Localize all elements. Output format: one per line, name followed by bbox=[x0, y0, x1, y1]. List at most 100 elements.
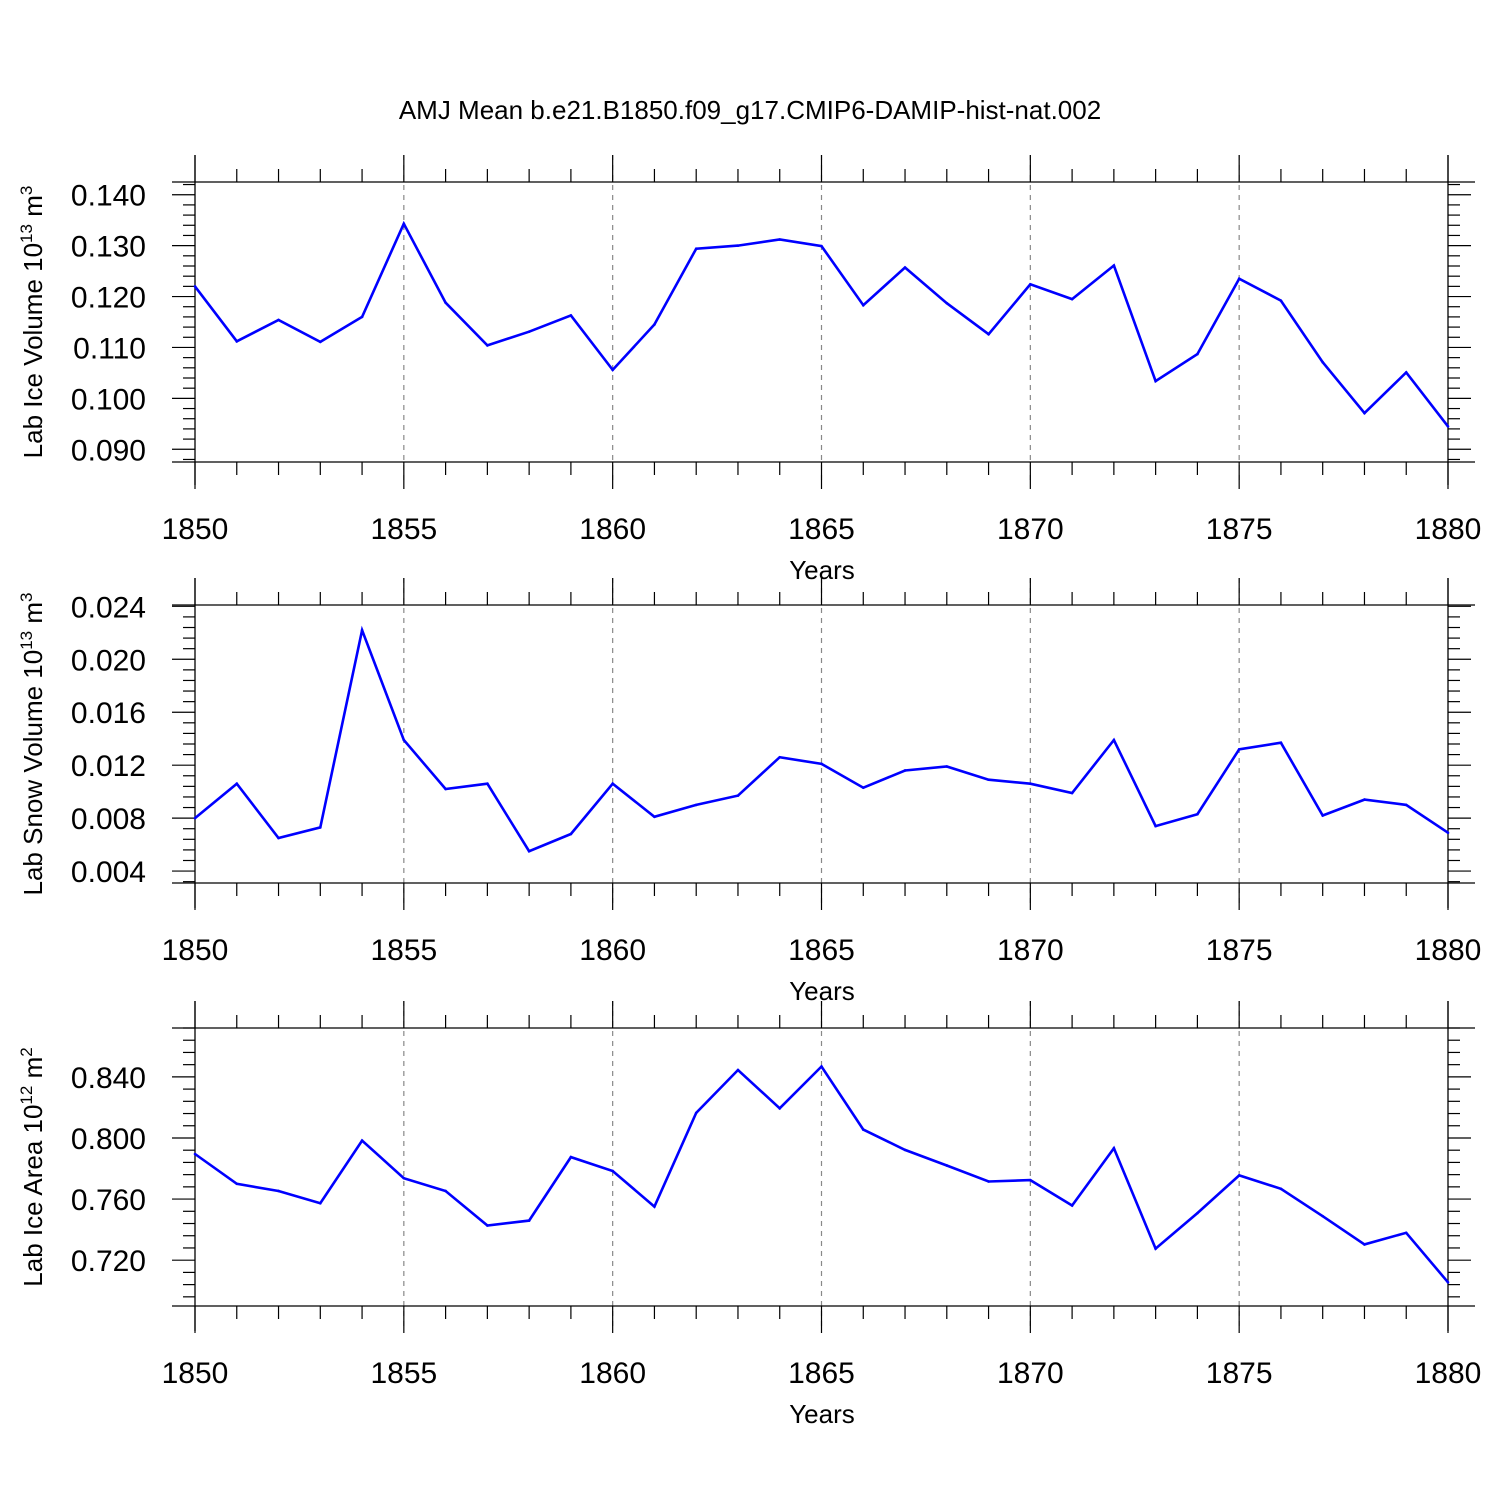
data-point bbox=[235, 782, 239, 786]
data-point bbox=[1112, 1146, 1116, 1150]
data-point bbox=[1196, 1211, 1199, 1215]
data-point bbox=[1279, 741, 1283, 744]
y-tick-label: 0.100 bbox=[71, 383, 146, 416]
data-point bbox=[1070, 791, 1074, 795]
data-point bbox=[653, 815, 656, 819]
x-tick-label: 1850 bbox=[162, 513, 229, 546]
x-tick-label: 1855 bbox=[370, 1357, 437, 1390]
x-tick-label: 1880 bbox=[1415, 934, 1482, 967]
data-point bbox=[736, 1068, 740, 1072]
data-point bbox=[1029, 1178, 1032, 1182]
y-tick-label: 0.020 bbox=[71, 644, 146, 677]
data-point bbox=[1237, 747, 1241, 751]
data-point bbox=[1404, 803, 1408, 807]
data-point bbox=[694, 1111, 698, 1115]
data-point bbox=[486, 782, 489, 786]
data-point bbox=[527, 849, 531, 853]
y-tick-label: 0.840 bbox=[71, 1062, 146, 1095]
y-tick-label: 0.012 bbox=[71, 750, 146, 783]
data-point bbox=[1196, 812, 1199, 816]
data-point bbox=[903, 266, 907, 269]
data-point bbox=[444, 301, 447, 304]
data-point bbox=[1237, 1174, 1241, 1177]
data-point bbox=[820, 1065, 823, 1068]
y-tick-label: 0.140 bbox=[71, 180, 146, 213]
data-point bbox=[987, 1180, 990, 1183]
data-point bbox=[736, 244, 740, 247]
data-point bbox=[1029, 283, 1032, 286]
x-tick-label: 1870 bbox=[997, 934, 1064, 967]
data-point bbox=[1154, 379, 1157, 383]
data-point bbox=[611, 368, 614, 372]
x-tick-label: 1865 bbox=[788, 934, 855, 967]
data-point bbox=[778, 238, 782, 241]
data-point bbox=[193, 285, 197, 288]
data-point bbox=[1237, 277, 1241, 281]
data-point bbox=[402, 738, 406, 742]
y-axis-label-unit: m bbox=[18, 195, 48, 224]
data-point bbox=[945, 301, 949, 305]
y-axis-label-prefix: Lab Ice Volume 10 bbox=[18, 243, 48, 458]
data-point bbox=[1363, 411, 1366, 415]
data-point bbox=[694, 803, 698, 807]
y-axis-label: Lab Ice Volume 1013 m3 bbox=[17, 186, 48, 459]
data-point bbox=[861, 786, 865, 789]
data-point bbox=[1070, 297, 1074, 301]
y-tick-label: 0.120 bbox=[71, 282, 146, 315]
data-point bbox=[1363, 798, 1366, 801]
data-point bbox=[945, 765, 949, 768]
data-point bbox=[778, 755, 782, 759]
data-point bbox=[653, 1205, 656, 1208]
y-axis-label-exponent: 12 bbox=[17, 1086, 36, 1105]
data-point bbox=[736, 794, 740, 797]
snow-volume-panel: 0.004 0.008 0.012 0.016 0.020 0.024 1850 1855 18… bbox=[17, 578, 1481, 1006]
data-point bbox=[527, 330, 531, 333]
x-tick-label: 1875 bbox=[1206, 934, 1273, 967]
data-point bbox=[193, 816, 197, 820]
data-point bbox=[1404, 1231, 1408, 1235]
y-axis-label: Lab Snow Volume 1013 m3 bbox=[17, 592, 48, 895]
y-tick-label: 0.130 bbox=[71, 231, 146, 264]
y-axis-label-exponent: 13 bbox=[17, 224, 36, 243]
chart-title: AMJ Mean b.e21.B1850.f09_g17.CMIP6-DAMIP… bbox=[399, 95, 1101, 125]
x-tick-label: 1860 bbox=[579, 513, 646, 546]
data-point bbox=[778, 1107, 782, 1110]
x-axis-label: Years bbox=[789, 1399, 855, 1429]
data-point bbox=[1279, 299, 1283, 302]
y-axis-label-exponent: 13 bbox=[17, 631, 36, 650]
data-point bbox=[402, 222, 406, 226]
data-point bbox=[360, 1139, 364, 1142]
x-tick-label: 1860 bbox=[579, 1357, 646, 1390]
ice-area-panel: 0.720 0.760 0.800 0.840 1850 1855 1860 1865 1870… bbox=[17, 1001, 1481, 1429]
data-point bbox=[319, 340, 322, 344]
x-tick-label: 1875 bbox=[1206, 513, 1273, 546]
y-axis-label-unit: m bbox=[18, 1057, 48, 1086]
data-point bbox=[360, 628, 364, 632]
data-point bbox=[1154, 824, 1157, 828]
data-point bbox=[235, 340, 239, 343]
data-point bbox=[1279, 1187, 1283, 1191]
x-tick-label: 1850 bbox=[162, 1357, 229, 1390]
data-point bbox=[569, 832, 573, 836]
data-point bbox=[277, 1189, 280, 1193]
data-point bbox=[277, 836, 280, 840]
y-tick-label: 0.760 bbox=[71, 1184, 146, 1217]
data-point bbox=[1404, 371, 1408, 374]
data-point bbox=[569, 1155, 573, 1159]
x-tick-label: 1850 bbox=[162, 934, 229, 967]
x-tick-label: 1875 bbox=[1206, 1357, 1273, 1390]
x-tick-label: 1855 bbox=[370, 513, 437, 546]
data-point bbox=[945, 1164, 949, 1167]
data-point bbox=[486, 1224, 489, 1227]
y-axis-label-unit: m bbox=[18, 602, 48, 631]
y-tick-label: 0.004 bbox=[71, 856, 146, 889]
x-tick-label: 1855 bbox=[370, 934, 437, 967]
data-point bbox=[861, 303, 865, 307]
data-point bbox=[193, 1152, 197, 1156]
data-point bbox=[1112, 738, 1116, 742]
x-tick-label: 1870 bbox=[997, 1357, 1064, 1390]
y-axis-label-unit-exponent: 3 bbox=[17, 592, 36, 601]
x-tick-label: 1880 bbox=[1415, 1357, 1482, 1390]
data-point bbox=[1321, 360, 1324, 364]
